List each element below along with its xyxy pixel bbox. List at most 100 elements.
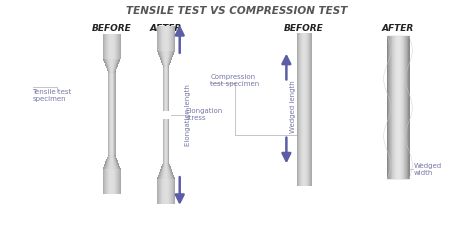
- Bar: [107, 65, 108, 66]
- Bar: [169, 166, 170, 167]
- Bar: [162, 59, 163, 60]
- Bar: [165, 177, 166, 178]
- Bar: [111, 59, 112, 60]
- Bar: [172, 173, 173, 174]
- Bar: [173, 26, 174, 51]
- Bar: [167, 50, 168, 51]
- Bar: [108, 66, 109, 67]
- Bar: [167, 179, 168, 204]
- Bar: [168, 170, 169, 171]
- Bar: [114, 71, 115, 72]
- Bar: [171, 58, 172, 59]
- Bar: [167, 167, 168, 168]
- Bar: [110, 160, 111, 161]
- Bar: [163, 166, 164, 167]
- Bar: [157, 179, 158, 204]
- Bar: [109, 70, 110, 71]
- Bar: [171, 59, 172, 60]
- Bar: [108, 68, 109, 69]
- Bar: [103, 59, 104, 60]
- Bar: [104, 60, 105, 61]
- Bar: [114, 157, 115, 158]
- Bar: [164, 167, 165, 168]
- Bar: [166, 178, 167, 179]
- Bar: [113, 157, 114, 158]
- Bar: [168, 179, 169, 204]
- Bar: [158, 179, 159, 204]
- Bar: [164, 54, 165, 55]
- Bar: [113, 160, 114, 161]
- Bar: [309, 33, 310, 186]
- Bar: [108, 71, 109, 72]
- Bar: [161, 60, 162, 61]
- Bar: [165, 119, 166, 163]
- Bar: [115, 59, 116, 60]
- Bar: [160, 178, 161, 179]
- Bar: [109, 60, 110, 61]
- Bar: [107, 58, 109, 59]
- Bar: [113, 162, 114, 163]
- Bar: [113, 163, 114, 164]
- Bar: [172, 55, 173, 56]
- Bar: [163, 166, 164, 167]
- Bar: [166, 55, 167, 56]
- Bar: [117, 58, 118, 59]
- Bar: [174, 26, 175, 51]
- Bar: [110, 68, 111, 69]
- Bar: [166, 167, 167, 168]
- Bar: [107, 34, 108, 59]
- Bar: [170, 168, 171, 169]
- Bar: [115, 156, 116, 157]
- Bar: [162, 57, 163, 58]
- Bar: [162, 179, 163, 204]
- Bar: [111, 163, 112, 164]
- Bar: [173, 175, 174, 176]
- Bar: [109, 156, 110, 157]
- Bar: [112, 164, 113, 165]
- Bar: [399, 36, 400, 179]
- Bar: [162, 173, 163, 174]
- Bar: [164, 64, 165, 65]
- Bar: [111, 58, 112, 59]
- Bar: [115, 155, 116, 156]
- Bar: [160, 173, 161, 174]
- Text: Compression
test specimen: Compression test specimen: [210, 74, 260, 87]
- Bar: [166, 52, 167, 53]
- Bar: [166, 173, 168, 174]
- Bar: [160, 174, 161, 175]
- Bar: [116, 65, 117, 66]
- Bar: [106, 34, 107, 59]
- Bar: [172, 53, 173, 54]
- Bar: [109, 60, 110, 61]
- Bar: [158, 177, 160, 178]
- Bar: [169, 55, 170, 56]
- Bar: [157, 178, 158, 179]
- Bar: [163, 60, 164, 61]
- Bar: [165, 175, 166, 176]
- Bar: [108, 66, 109, 67]
- Bar: [163, 65, 164, 66]
- Bar: [119, 59, 120, 60]
- Bar: [161, 60, 162, 61]
- Bar: [164, 66, 165, 67]
- Bar: [164, 162, 165, 163]
- Bar: [161, 53, 162, 54]
- Bar: [112, 70, 113, 71]
- Bar: [115, 69, 116, 70]
- Bar: [163, 56, 164, 57]
- Bar: [173, 51, 174, 52]
- Bar: [110, 168, 111, 169]
- Bar: [107, 169, 108, 194]
- Bar: [167, 178, 168, 179]
- Bar: [114, 69, 115, 70]
- Bar: [109, 70, 110, 71]
- Bar: [167, 63, 168, 64]
- Bar: [105, 58, 107, 59]
- Bar: [165, 62, 166, 63]
- Bar: [164, 54, 165, 55]
- Bar: [172, 53, 173, 54]
- Bar: [164, 163, 165, 164]
- Bar: [113, 65, 114, 66]
- Bar: [116, 64, 117, 65]
- Bar: [108, 60, 109, 61]
